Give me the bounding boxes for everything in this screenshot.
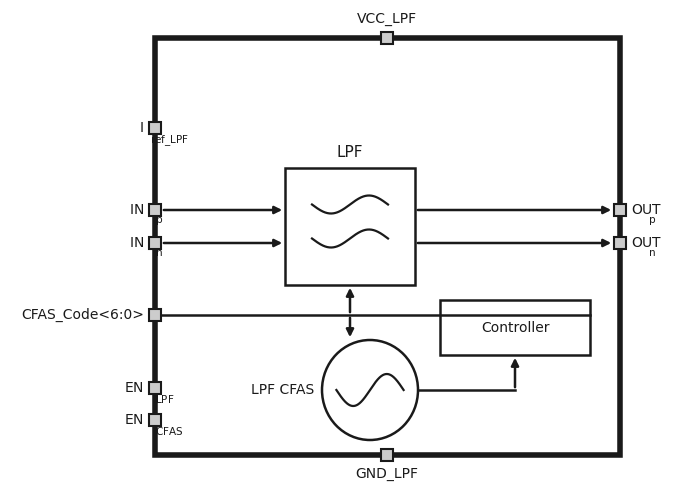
Text: Controller: Controller — [481, 320, 550, 334]
Bar — [285, 168, 415, 285]
Text: LPF: LPF — [337, 145, 363, 160]
Text: GND_LPF: GND_LPF — [356, 467, 419, 481]
Text: CFAS_Code<6:0>: CFAS_Code<6:0> — [21, 308, 144, 322]
Bar — [149, 414, 161, 426]
Text: LPF CFAS: LPF CFAS — [251, 383, 314, 397]
Bar — [381, 449, 393, 461]
Text: $\mathrm{OUT}$: $\mathrm{OUT}$ — [631, 203, 662, 217]
Bar — [149, 204, 161, 216]
Text: $\mathrm{LPF}$: $\mathrm{LPF}$ — [155, 393, 174, 405]
Bar — [149, 237, 161, 249]
Text: $\mathrm{n}$: $\mathrm{n}$ — [155, 248, 162, 258]
Bar — [614, 204, 626, 216]
Bar — [155, 38, 620, 455]
Text: $\mathrm{OUT}$: $\mathrm{OUT}$ — [631, 236, 662, 250]
Text: $\mathrm{EN}$: $\mathrm{EN}$ — [124, 413, 144, 427]
Bar — [149, 122, 161, 134]
Text: $\mathrm{ref\_LPF}$: $\mathrm{ref\_LPF}$ — [150, 133, 188, 148]
Bar — [381, 32, 393, 44]
Text: $\mathrm{p}$: $\mathrm{p}$ — [648, 215, 656, 227]
Bar — [149, 382, 161, 394]
Bar — [149, 309, 161, 321]
Bar — [614, 237, 626, 249]
Text: $\mathrm{I}$: $\mathrm{I}$ — [139, 121, 144, 135]
Text: $\mathrm{p}$: $\mathrm{p}$ — [155, 215, 163, 227]
Text: $\mathrm{n}$: $\mathrm{n}$ — [648, 248, 655, 258]
Text: $\mathrm{IN}$: $\mathrm{IN}$ — [129, 203, 144, 217]
Text: $\mathrm{EN}$: $\mathrm{EN}$ — [124, 381, 144, 395]
Text: $\mathrm{CFAS}$: $\mathrm{CFAS}$ — [155, 425, 183, 437]
Ellipse shape — [322, 340, 418, 440]
Text: VCC_LPF: VCC_LPF — [357, 12, 417, 26]
Text: $\mathrm{IN}$: $\mathrm{IN}$ — [129, 236, 144, 250]
Bar — [440, 300, 590, 355]
